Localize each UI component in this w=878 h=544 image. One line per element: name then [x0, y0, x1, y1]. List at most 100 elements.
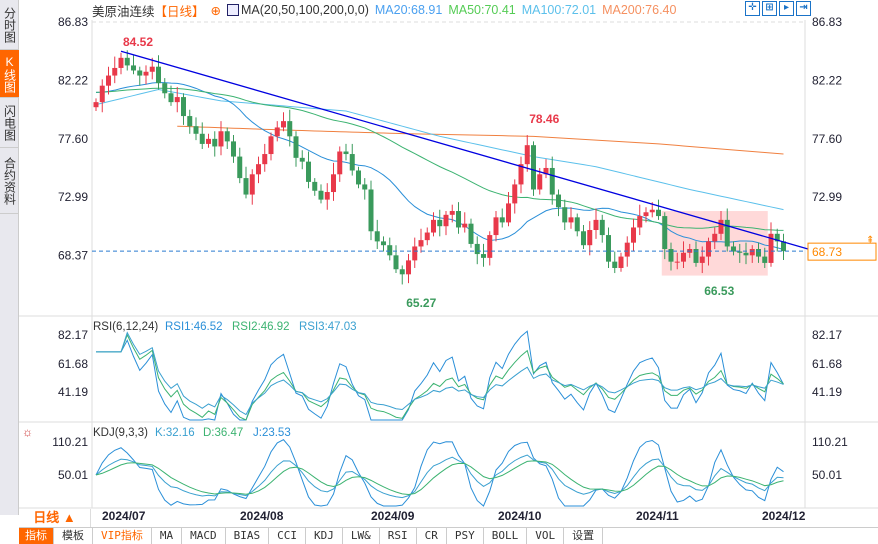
play-icon[interactable]: ▸	[779, 1, 794, 16]
candle	[531, 145, 536, 190]
low-annotation: 65.27	[406, 296, 436, 310]
candle	[599, 219, 605, 236]
kdj-axis-label: 50.01	[58, 468, 88, 482]
candle	[199, 133, 205, 144]
alert-icon: ⇞	[866, 235, 874, 246]
tab-13[interactable]: VOL	[527, 528, 565, 544]
sidebar-item-timeshare[interactable]: 分时图	[0, 0, 19, 50]
candle	[656, 209, 661, 217]
ma20-value: MA20:68.91	[374, 3, 443, 17]
candle	[181, 97, 186, 117]
candle	[762, 256, 768, 263]
sidebar-item-contract-info[interactable]: 合约资料	[0, 148, 19, 214]
candle	[549, 167, 555, 195]
candle	[218, 131, 224, 147]
indicator-settings-icon[interactable]	[227, 4, 240, 16]
candle	[431, 219, 436, 233]
tab-12[interactable]: BOLL	[484, 528, 528, 544]
candle	[506, 203, 511, 223]
candle	[393, 255, 399, 270]
tab-5[interactable]: BIAS	[226, 528, 270, 544]
zoom-range-icon[interactable]: ⊞	[762, 1, 777, 16]
candle	[399, 269, 405, 275]
candle	[706, 241, 711, 257]
tab-7[interactable]: KDJ	[306, 528, 343, 544]
tab-1[interactable]: 模板	[54, 528, 93, 544]
rsi-axis-label: 82.17	[58, 328, 88, 342]
candle	[118, 57, 124, 68]
rsi12-line	[96, 333, 784, 421]
candle	[418, 240, 424, 247]
candle	[362, 184, 368, 190]
kdj-j-value: J:23.53	[253, 427, 291, 439]
candle	[337, 151, 343, 175]
candle	[299, 157, 305, 162]
date-label: 2024/12	[762, 509, 806, 523]
candle	[499, 217, 505, 223]
date-label: 2024/09	[371, 509, 415, 523]
candle	[93, 102, 99, 108]
tab-9[interactable]: RSI	[380, 528, 417, 544]
candle	[481, 254, 486, 258]
kdj-axis-label: 50.01	[812, 468, 842, 482]
candle	[724, 219, 730, 247]
candle	[574, 217, 580, 232]
candle	[131, 65, 136, 71]
candle	[374, 231, 380, 242]
period-tag[interactable]: 【日线】	[154, 4, 205, 19]
candle	[293, 136, 299, 158]
candle	[456, 211, 461, 228]
indicator-name: MA(20,50,100,200,0,0)	[241, 3, 369, 17]
ma100-line	[95, 88, 784, 211]
price-label-right: 82.22	[812, 73, 842, 87]
candle	[624, 242, 630, 257]
tab-8[interactable]: LW&	[343, 528, 380, 544]
tab-6[interactable]: CCI	[269, 528, 306, 544]
candle	[249, 174, 255, 195]
candle	[256, 164, 261, 175]
tab-3[interactable]: MA	[152, 528, 183, 544]
chart-header: 美原油连续 【日线】 ⊕ MA(20,50,100,200,0,0) MA20:…	[92, 2, 676, 19]
tab-4[interactable]: MACD	[182, 528, 226, 544]
candle	[124, 57, 130, 66]
candle	[187, 116, 193, 127]
kdj-d-line	[95, 460, 784, 495]
candle	[493, 217, 499, 236]
price-label-left: 72.99	[58, 190, 88, 204]
candle	[487, 235, 493, 258]
period-selector[interactable]: 日线 ▲	[19, 509, 91, 527]
tab-14[interactable]: 设置	[564, 528, 604, 544]
candle	[412, 246, 418, 261]
crosshair-icon[interactable]: ✛	[745, 1, 760, 16]
candle	[756, 248, 761, 257]
tab-0[interactable]: 指标	[19, 528, 54, 544]
candle	[681, 252, 686, 262]
candle	[281, 121, 286, 128]
tab-10[interactable]: CR	[417, 528, 447, 544]
candle	[637, 216, 643, 228]
candle	[737, 251, 743, 253]
add-icon[interactable]: ⊕	[210, 3, 222, 18]
candle	[581, 231, 586, 246]
candle	[112, 67, 118, 76]
tab-2[interactable]: VIP指标	[93, 528, 152, 544]
sidebar-item-kline[interactable]: K线图	[0, 50, 19, 98]
candle	[518, 164, 524, 185]
price-label-left: 68.37	[58, 249, 88, 263]
date-label: 2024/07	[102, 509, 146, 523]
candle	[312, 181, 318, 191]
candle	[774, 233, 780, 242]
candle	[99, 85, 105, 103]
candle	[106, 75, 111, 86]
candle	[781, 241, 786, 252]
candle	[474, 243, 480, 255]
kdj-j-line	[95, 439, 784, 507]
candle	[406, 260, 411, 275]
sidebar-item-flash[interactable]: 闪电图	[0, 98, 19, 148]
trend-line	[120, 50, 809, 250]
exit-icon[interactable]: ⇥	[796, 1, 811, 16]
tab-11[interactable]: PSY	[447, 528, 484, 544]
candle	[449, 211, 455, 215]
rsi24-line	[96, 331, 784, 416]
